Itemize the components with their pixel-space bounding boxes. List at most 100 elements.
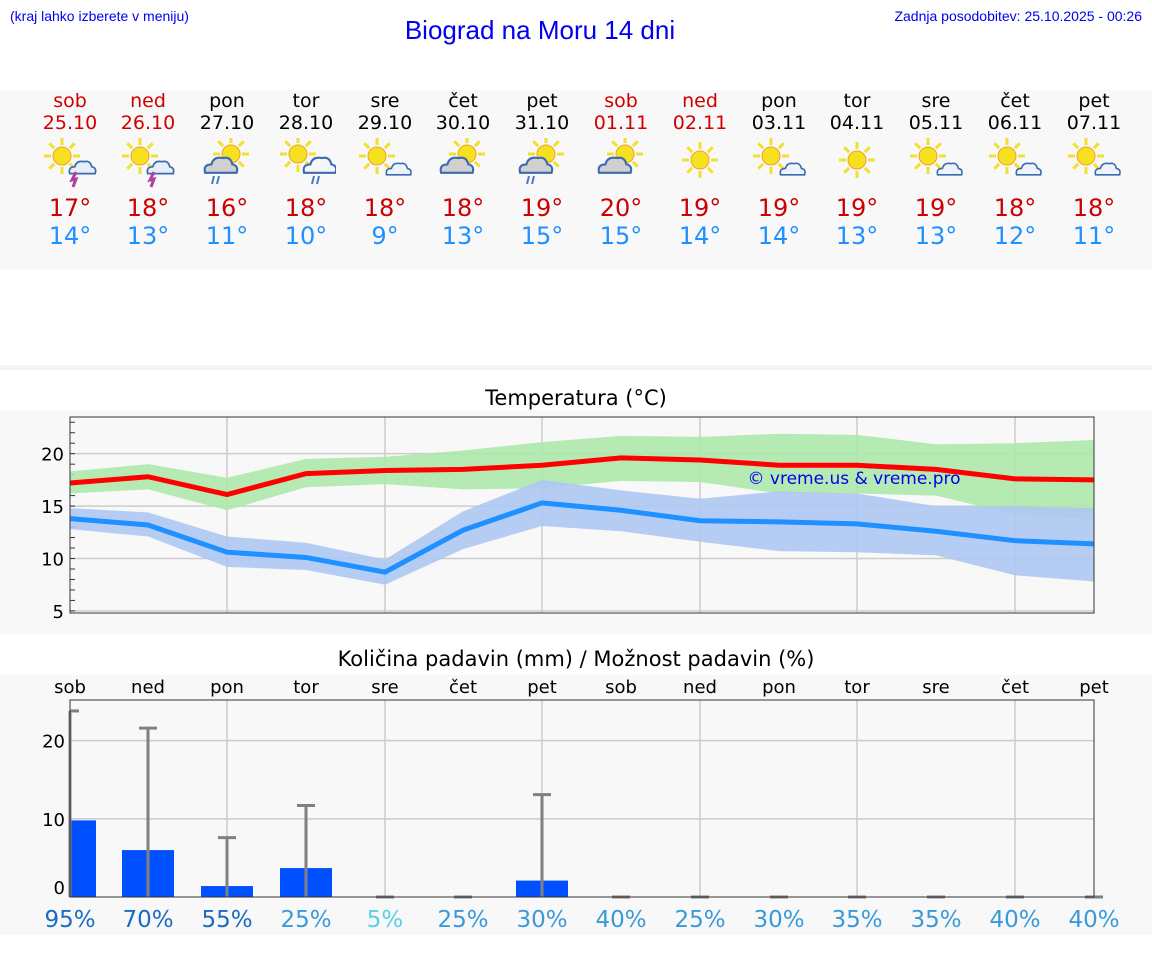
precipitation-plot-area [70,700,1094,897]
day-forecast: sre 29.10 18° 9° [346,90,424,250]
min-temperature: 14° [757,222,801,250]
day-forecast: tor 04.11 19° 13° [818,90,896,250]
x-day-label: pet [1079,677,1109,698]
day-date: 02.11 [672,112,728,134]
sun-small-cloud-icon [989,138,1042,176]
day-name: tor [843,90,871,112]
min-temperature: 10° [284,222,328,250]
day-date: 29.10 [357,112,413,134]
sun-cloud-rain-icon [280,138,336,185]
precipitation-probability: 55% [201,907,252,933]
day-date: 28.10 [278,112,334,134]
day-name: čet [1000,90,1030,112]
max-temperature: 18° [1072,194,1116,222]
min-temperature: 12° [993,222,1037,250]
min-temperature: 9° [371,222,399,250]
precipitation-plot-border [69,699,1095,898]
cloud-rain-sun-icon [518,138,564,185]
day-forecast: pon 03.11 19° 14° [740,90,818,250]
x-day-label: sre [371,677,398,698]
y-tick-label: 10 [41,549,64,570]
max-temperature: 19° [757,194,801,222]
y-tick-label: 10 [42,810,65,831]
day-forecast: sre 05.11 19° 13° [897,90,975,250]
day-forecast: sob 01.11 20° 15° [582,90,660,250]
day-name: pon [209,90,245,112]
cloud-sun-icon [597,138,643,174]
day-forecast: ned 02.11 19° 14° [661,90,739,250]
cloud-rain-sun-icon [203,138,249,185]
day-date: 05.11 [908,112,964,134]
x-day-label: tor [293,677,319,698]
day-forecast: čet 06.11 18° 12° [976,90,1054,250]
min-temperature: 15° [520,222,564,250]
max-temperature-line [69,455,1095,498]
x-day-label: pon [210,677,244,698]
max-temperature: 18° [993,194,1037,222]
max-temperature: 19° [520,194,564,222]
day-forecast: tor 28.10 18° 10° [267,90,345,250]
day-date: 03.11 [751,112,807,134]
max-temperature: 19° [835,194,879,222]
max-temperature: 17° [48,194,92,222]
min-temperature: 15° [599,222,643,250]
cloud-sun-icon [439,138,485,174]
y-tick-label: 0 [54,878,65,899]
day-forecast: ned 26.10 18° 13° [109,90,187,250]
precipitation-probability: 70% [122,907,173,933]
max-temperature: 18° [284,194,328,222]
day-name: ned [130,90,166,112]
max-temperature: 16° [205,194,249,222]
max-temperature: 19° [678,194,722,222]
day-date: 01.11 [593,112,649,134]
sun-icon [682,142,718,178]
min-temperature: 14° [48,222,92,250]
day-name: čet [448,90,478,112]
day-name: ned [682,90,718,112]
precipitation-probability: 5% [367,907,404,933]
day-date: 07.11 [1066,112,1122,134]
day-forecast: pet 31.10 19° 15° [503,90,581,250]
x-day-label: pon [762,677,796,698]
precipitation-probability: 95% [44,907,95,933]
watermark: © vreme.us & vreme.pro [747,469,960,489]
x-day-label: tor [844,677,870,698]
sun-small-cloud-icon [753,138,806,176]
max-temperature: 20° [599,194,643,222]
day-date: 31.10 [514,112,570,134]
day-date: 04.11 [829,112,885,134]
last-updated: Zadnja posodobitev: 25.10.2025 - 00:26 [894,8,1142,24]
temperature-chart-title: Temperatura (°C) [485,386,667,410]
precipitation-probability: 25% [674,907,725,933]
day-date: 06.11 [987,112,1043,134]
x-day-label: pet [527,677,557,698]
min-temperature: 13° [914,222,958,250]
day-name: pet [1078,90,1110,112]
y-tick-label: 15 [41,497,64,518]
min-temperature-line [69,500,1095,575]
precipitation-probability: 30% [753,907,804,933]
min-temperature: 13° [126,222,170,250]
divider [0,365,1152,370]
day-forecast: pet 07.11 18° 11° [1055,90,1133,250]
x-day-label: sob [54,677,86,698]
precipitation-chart-title: Količina padavin (mm) / Možnost padavin … [337,647,815,671]
day-name: sob [604,90,638,112]
day-date: 25.10 [42,112,98,134]
x-day-label: ned [683,677,717,698]
day-name: pet [526,90,558,112]
sun-thunder-icon [122,138,175,188]
min-temperature-range-band [70,479,1094,585]
sun-thunder-icon [44,138,97,188]
y-tick-label: 20 [41,445,64,466]
min-temperature: 13° [441,222,485,250]
x-day-label: sre [922,677,949,698]
max-temperature: 18° [363,194,407,222]
location-hint: (kraj lahko izberete v meniju) [10,8,189,24]
day-forecast: čet 30.10 18° 13° [424,90,502,250]
sun-small-cloud-icon [359,138,412,176]
precipitation-probability: 25% [280,907,331,933]
day-name: tor [292,90,320,112]
precipitation-probability: 40% [1068,907,1119,933]
day-date: 27.10 [199,112,255,134]
